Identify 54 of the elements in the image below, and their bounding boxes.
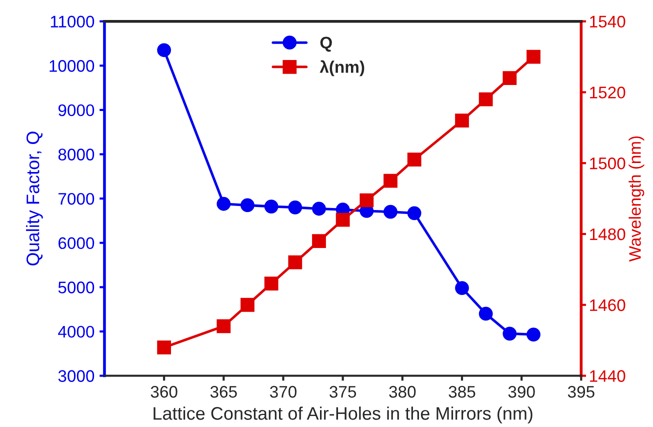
x-axis-title: Lattice Constant of Air-Holes in the Mirrors (nm) bbox=[154, 406, 532, 424]
point bbox=[478, 92, 493, 106]
y-axis-title: Quality Factor, Q bbox=[26, 132, 43, 266]
y2-tick-label: 1500 bbox=[590, 158, 626, 170]
y-tick-label: 6000 bbox=[58, 237, 94, 250]
y-tick-label: 8000 bbox=[58, 148, 94, 160]
point bbox=[502, 326, 517, 341]
point bbox=[360, 193, 374, 208]
point bbox=[312, 234, 326, 248]
y2-tick-label: 1440 bbox=[590, 370, 626, 382]
x-tick-label: 360 bbox=[150, 386, 178, 398]
point bbox=[240, 298, 254, 312]
y-tick-label: 7000 bbox=[58, 192, 94, 205]
point bbox=[526, 50, 540, 64]
point bbox=[240, 198, 254, 212]
legend-label: Q bbox=[320, 36, 332, 52]
y-tick-label: 10000 bbox=[50, 60, 94, 72]
point bbox=[455, 114, 469, 128]
y2-tick-label: 1540 bbox=[590, 16, 626, 28]
x-tick-label: 370 bbox=[270, 386, 296, 398]
y2-axis-title: Wavelength (nm) bbox=[628, 136, 644, 262]
x-tick-label: 380 bbox=[389, 386, 416, 398]
point bbox=[502, 71, 517, 85]
y-tick-label: 5000 bbox=[58, 282, 94, 294]
point bbox=[478, 306, 493, 321]
point bbox=[455, 281, 469, 295]
point bbox=[336, 212, 350, 227]
point bbox=[157, 43, 172, 58]
x-tick-label: 395 bbox=[568, 386, 594, 398]
point bbox=[264, 200, 278, 214]
y-tick-label: 9000 bbox=[58, 104, 94, 116]
point bbox=[384, 174, 398, 188]
y-tick-label: 4000 bbox=[58, 326, 94, 338]
legend-label: λ(nm) bbox=[320, 60, 364, 76]
point bbox=[264, 276, 278, 291]
y-tick-label: 3000 bbox=[58, 370, 94, 382]
x-tick-label: 375 bbox=[330, 386, 356, 398]
y2-tick-label: 1460 bbox=[590, 299, 626, 312]
x-tick-label: 365 bbox=[210, 386, 237, 398]
y-tick-label: 11000 bbox=[50, 16, 94, 28]
point bbox=[157, 340, 172, 354]
point bbox=[384, 204, 398, 219]
point bbox=[407, 206, 422, 220]
y2-tick-label: 1520 bbox=[590, 86, 626, 98]
x-tick-label: 390 bbox=[508, 386, 535, 398]
point bbox=[312, 202, 326, 216]
point bbox=[216, 319, 231, 334]
point bbox=[526, 328, 540, 342]
x-tick-label: 385 bbox=[448, 386, 476, 398]
point bbox=[407, 152, 422, 167]
point bbox=[216, 196, 231, 211]
y2-tick-label: 1480 bbox=[590, 228, 626, 240]
point bbox=[288, 255, 302, 270]
point bbox=[288, 200, 302, 214]
